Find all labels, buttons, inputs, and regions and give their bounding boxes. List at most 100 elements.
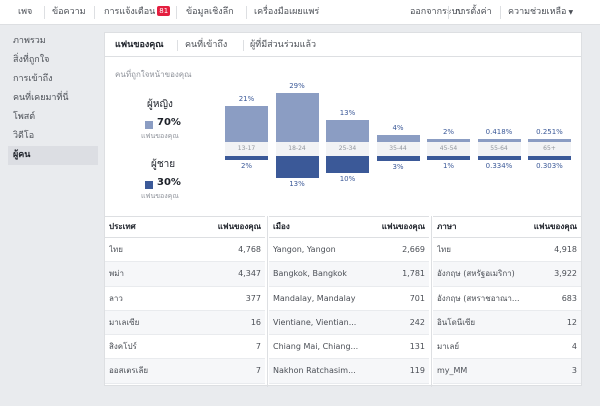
row-name: อังกฤษ (สหราชอาณา... — [437, 293, 520, 303]
nav-publishing-tools[interactable]: เครื่องมือเผยแพร่ — [254, 7, 320, 17]
nav-divider — [176, 6, 177, 19]
table-row: Vientiane, Vientian... 242 — [269, 310, 429, 336]
row-fan-count: 4,918 — [554, 245, 577, 254]
legend-female-swatch — [145, 121, 153, 129]
row-fan-count: 2,669 — [402, 245, 425, 254]
row-fan-count: 16 — [250, 317, 261, 327]
age-tick-label: 18-24 — [288, 145, 306, 152]
table-row: ไทย 4,918 — [433, 238, 581, 263]
row-fan-count: 4,347 — [238, 269, 261, 279]
table-row: Yangon, Yangon 2,669 — [269, 238, 429, 263]
male-bar-13-17[interactable] — [225, 156, 268, 160]
age-tick-label: 25-34 — [338, 145, 357, 152]
female-bar-65+[interactable] — [528, 138, 571, 142]
female-pct-label: 0.251% — [536, 127, 563, 136]
table-row: ลาว 377 — [105, 287, 265, 311]
row-fan-count: 7 — [255, 342, 261, 352]
row-fan-count: 12 — [566, 317, 577, 327]
nav-messages[interactable]: ข้อความ — [52, 7, 86, 17]
age-band — [225, 142, 268, 156]
legend-male-pct: 30% — [157, 177, 181, 188]
female-pct-label: 29% — [289, 81, 305, 90]
age-tick-label: 35-44 — [389, 145, 407, 152]
table-row: Bangkok, Bangkok 1,781 — [269, 262, 429, 287]
nav-divider — [94, 6, 95, 19]
nav-divider — [44, 6, 45, 19]
female-bar-55-64[interactable] — [477, 138, 521, 142]
fans-column-header[interactable]: แฟนของคุณ — [217, 222, 261, 231]
female-bar-13-17[interactable] — [225, 106, 268, 142]
age-band — [326, 142, 369, 156]
nav-divider — [500, 6, 501, 19]
nav-logout[interactable]: ออกจากระบบ — [410, 7, 464, 17]
nav-divider — [448, 6, 449, 19]
tab-your-fans[interactable]: แฟนของคุณ — [115, 40, 164, 50]
nav-notifications[interactable]: การแจ้งเตือน 81 — [104, 0, 171, 25]
male-bar-25-34[interactable] — [326, 156, 369, 173]
language-column-header[interactable]: ภาษา — [437, 222, 457, 231]
country-column-header[interactable]: ประเทศ — [109, 222, 136, 231]
table-header: เมือง แฟนของคุณ — [269, 216, 429, 238]
sidebar-item-visits[interactable]: คนที่เคยมาที่นี่ — [13, 93, 69, 103]
table-row: พม่า 4,347 — [105, 262, 265, 287]
nav-help-label: ความช่วยเหลือ — [508, 7, 567, 17]
table-row: my_MM 3 — [433, 359, 581, 384]
row-fan-count: 1,781 — [402, 269, 425, 279]
fans-column-header[interactable]: แฟนของคุณ — [533, 222, 577, 231]
table-rows: ไทย 4,918 อังกฤษ (สหรัฐอเมริกา) 3,922 อังกฤษ… — [433, 238, 581, 384]
sidebar-item-people[interactable]: ผู้คน — [8, 146, 98, 165]
row-name: Bangkok, Bangkok — [273, 269, 347, 279]
male-pct-label: 3% — [392, 163, 404, 172]
row-name: Yangon, Yangon — [273, 245, 336, 254]
age-band — [275, 142, 319, 156]
male-bar-18-24[interactable] — [275, 156, 319, 179]
female-bar-25-34[interactable] — [326, 119, 369, 142]
sidebar-item-likes[interactable]: สิ่งที่ถูกใจ — [13, 55, 50, 65]
table-header: ประเทศ แฟนของคุณ — [105, 216, 265, 238]
female-pct-label: 2% — [442, 127, 455, 136]
row-name: พม่า — [109, 269, 125, 279]
row-name: Chiang Mai, Chiang... — [273, 342, 359, 352]
male-pct-label: 2% — [240, 161, 253, 170]
sidebar-item-reach[interactable]: การเข้าถึง — [13, 74, 53, 84]
nav-help[interactable]: ความช่วยเหลือ ▼ — [508, 0, 573, 25]
nav-divider — [246, 6, 247, 19]
nav-notifications-label: การแจ้งเตือน — [104, 7, 156, 17]
table-row: มาเลเซีย 16 — [105, 310, 265, 336]
female-bar-35-44[interactable] — [376, 135, 420, 142]
table-row: อินโดนีเซีย 12 — [433, 310, 581, 336]
sidebar-item-posts[interactable]: โพสต์ — [13, 112, 36, 122]
row-fan-count: 242 — [409, 317, 425, 327]
female-bar-45-54[interactable] — [427, 138, 470, 142]
nav-settings[interactable]: การตั้งค่า — [455, 7, 492, 17]
row-name: Vientiane, Vientian... — [273, 317, 357, 327]
city-column-header[interactable]: เมือง — [273, 222, 290, 231]
legend-male-swatch — [145, 181, 153, 189]
female-pct-label: 4% — [392, 124, 404, 133]
male-bar-65+[interactable] — [528, 156, 571, 160]
table-row: ออสเตรเลีย 7 — [105, 359, 265, 384]
nav-page[interactable]: เพจ — [18, 7, 33, 17]
sidebar-item-overview[interactable]: ภาพรวม — [13, 36, 46, 46]
table-divider — [431, 216, 432, 387]
fans-column-header[interactable]: แฟนของคุณ — [381, 222, 425, 231]
female-pct-label: 21% — [238, 95, 255, 104]
age-tick-label: 65+ — [543, 145, 556, 152]
row-name: my_MM — [437, 366, 468, 376]
tab-divider — [243, 40, 244, 51]
table-row: อังกฤษ (สหรัฐอเมริกา) 3,922 — [433, 262, 581, 287]
sidebar-item-videos[interactable]: วิดีโอ — [13, 131, 35, 141]
nav-insights[interactable]: ข้อมูลเชิงลึก — [186, 7, 234, 17]
female-bar-18-24[interactable] — [275, 92, 319, 142]
male-bar-45-54[interactable] — [427, 156, 470, 160]
male-bar-55-64[interactable] — [477, 156, 521, 160]
female-pct-label: 13% — [339, 108, 356, 117]
legend-male-label: ผู้ชาย — [151, 159, 176, 170]
tab-people-engaged[interactable]: ผู้ที่มีส่วนร่วมแล้ว — [250, 40, 317, 50]
row-name: Mandalay, Mandalay — [273, 293, 356, 303]
legend-female-label: ผู้หญิง — [147, 99, 173, 110]
male-pct-label: 13% — [289, 180, 305, 189]
tab-people-reached[interactable]: คนที่เข้าถึง — [185, 40, 228, 50]
language-table: ภาษา แฟนของคุณ ไทย 4,918 อังกฤษ (สหรัฐอเมร… — [433, 216, 581, 384]
male-bar-35-44[interactable] — [376, 156, 420, 162]
